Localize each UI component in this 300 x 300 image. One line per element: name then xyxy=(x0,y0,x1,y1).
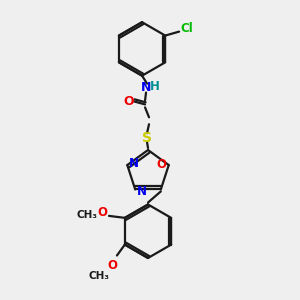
Text: O: O xyxy=(97,206,107,219)
Text: CH₃: CH₃ xyxy=(77,210,98,220)
Text: O: O xyxy=(123,95,134,108)
Text: N: N xyxy=(137,185,147,198)
Text: Cl: Cl xyxy=(181,22,194,35)
Text: H: H xyxy=(150,80,160,93)
Text: O: O xyxy=(157,158,167,171)
Text: N: N xyxy=(129,157,139,169)
Text: N: N xyxy=(141,81,151,94)
Text: O: O xyxy=(107,259,117,272)
Text: CH₃: CH₃ xyxy=(88,271,110,281)
Text: S: S xyxy=(142,131,152,145)
